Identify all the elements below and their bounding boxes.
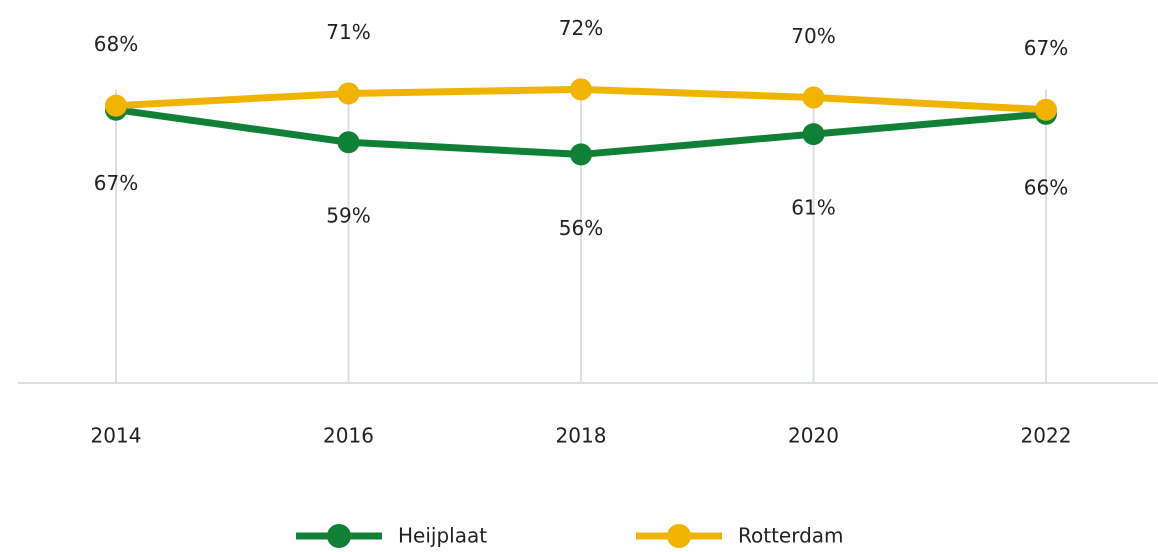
point bbox=[105, 94, 127, 117]
data-label: 71% bbox=[326, 20, 370, 44]
point bbox=[802, 123, 825, 146]
point bbox=[337, 131, 360, 154]
data-label: 59% bbox=[326, 204, 370, 228]
x-tick-label: 2022 bbox=[1021, 424, 1072, 448]
legend-label: Rotterdam bbox=[738, 524, 844, 548]
x-tick-label: 2016 bbox=[323, 424, 374, 448]
point bbox=[802, 86, 825, 109]
x-tick-label: 2014 bbox=[91, 424, 142, 448]
data-label: 66% bbox=[1024, 175, 1068, 199]
data-label: 70% bbox=[791, 24, 835, 48]
legend-marker bbox=[327, 524, 351, 548]
legend-marker bbox=[667, 524, 691, 548]
data-label: 67% bbox=[94, 171, 138, 195]
point bbox=[570, 143, 592, 166]
data-label: 61% bbox=[791, 196, 835, 220]
data-label: 72% bbox=[559, 16, 603, 40]
data-label: 67% bbox=[1024, 36, 1068, 60]
point bbox=[1035, 98, 1057, 121]
data-label: 56% bbox=[559, 216, 603, 240]
x-tick-label: 2018 bbox=[556, 424, 607, 448]
point bbox=[337, 82, 360, 105]
legend-label: Heijplaat bbox=[398, 524, 487, 548]
point bbox=[570, 78, 592, 101]
data-label: 68% bbox=[94, 32, 138, 56]
x-tick-label: 2020 bbox=[788, 424, 839, 448]
